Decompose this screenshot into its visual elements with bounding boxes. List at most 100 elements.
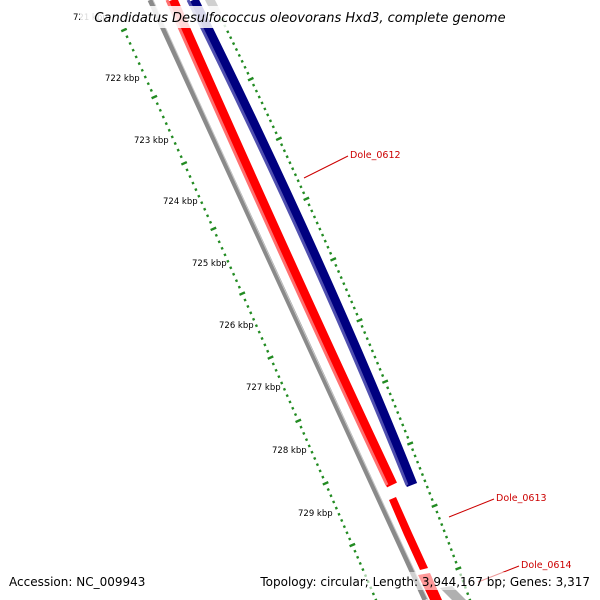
outer-ring-tick <box>318 227 322 231</box>
inner-ring-tick <box>149 88 153 92</box>
outer-ring-tick <box>425 485 429 489</box>
inner-ring-tick <box>185 168 189 172</box>
inner-ring-tick <box>349 542 356 548</box>
inner-ring-tick <box>307 444 311 448</box>
outer-ring-tick <box>381 379 389 384</box>
inner-ring-tick <box>125 35 129 39</box>
inner-ring-tick <box>295 418 302 424</box>
inner-ring-tick <box>371 592 375 596</box>
gene-dole-0612-feature <box>188 0 418 488</box>
inner-ring-tick <box>358 561 362 566</box>
outer-ring-tick <box>234 47 239 52</box>
outer-ring-tick <box>310 209 314 213</box>
tick-label-722: 722 kbp <box>105 74 140 84</box>
outer-ring-tick <box>396 410 400 415</box>
outer-ring-tick <box>418 466 422 470</box>
inner-ring-tick <box>194 188 198 192</box>
inner-ring-tick <box>203 207 207 211</box>
tick-label-729: 729 kbp <box>298 509 333 519</box>
outer-ring-tick <box>291 167 295 171</box>
inner-ring-tick <box>170 135 174 139</box>
inner-ring-tick <box>334 506 338 510</box>
inner-ring-tick <box>158 108 162 112</box>
outer-ring-tick <box>381 373 385 378</box>
inner-ring-tick <box>146 82 150 86</box>
inner-ring-tick <box>220 246 224 250</box>
outer-ring-tick <box>296 179 300 183</box>
inner-ring-tick <box>217 240 221 244</box>
inner-ring-tick <box>321 475 325 479</box>
outer-ring-tick <box>274 131 278 135</box>
inner-tick-ring <box>120 27 378 600</box>
outer-ring-tick <box>466 592 470 596</box>
outer-ring-tick <box>247 76 254 82</box>
inner-ring-tick <box>277 375 281 379</box>
outer-ring-tick <box>355 312 359 316</box>
tick-label-723: 723 kbp <box>134 136 169 146</box>
inner-ring-tick <box>120 27 128 33</box>
genome-backbone <box>147 0 428 600</box>
outer-ring-tick <box>288 161 292 165</box>
footer-accession-background <box>6 572 150 590</box>
title-background <box>80 6 520 28</box>
inner-ring-tick <box>208 220 213 224</box>
inner-ring-tick <box>322 481 329 486</box>
outer-ring-tick <box>437 516 441 520</box>
inner-ring-tick <box>271 362 275 366</box>
outer-ring-tick <box>378 367 382 371</box>
outer-ring-tick <box>356 318 363 323</box>
inner-ring-tick <box>326 487 330 492</box>
inner-ring-tick <box>348 537 352 541</box>
inner-ring-tick <box>260 336 264 341</box>
tick-label-728: 728 kbp <box>272 446 307 456</box>
outer-ring-tick <box>430 497 434 502</box>
gene-dole-0614-feature <box>389 497 428 570</box>
outer-ring-tick <box>393 404 397 408</box>
outer-ring-tick <box>251 83 256 87</box>
outer-ring-tick <box>347 294 351 298</box>
inner-ring-tick <box>251 317 256 321</box>
inner-ring-tick <box>285 394 289 398</box>
footer-summary-background <box>258 572 594 590</box>
inner-ring-tick <box>229 266 233 270</box>
outer-ring-tick <box>315 221 319 225</box>
outer-ring-tick <box>344 288 349 292</box>
outer-ring-tick <box>370 349 374 353</box>
outer-ring-tick <box>266 113 270 117</box>
outer-ring-tick <box>428 491 432 495</box>
map-title: Candidatus Desulfococcus oleovorans Hxd3… <box>94 11 505 26</box>
outer-ring-tick <box>268 119 273 123</box>
tick-label-724: 724 kbp <box>163 197 198 207</box>
inner-ring-tick <box>137 62 141 66</box>
tick-label-726: 726 kbp <box>219 321 254 331</box>
tick-label-725: 725 kbp <box>192 259 227 269</box>
inner-ring-tick <box>340 518 344 523</box>
inner-ring-tick <box>223 253 227 257</box>
outer-ring-tick <box>391 398 395 402</box>
outer-ring-tick <box>282 149 287 153</box>
outer-ring-tick <box>352 306 356 310</box>
gene-label-dole-0613[interactable]: Dole_0613 <box>496 493 547 504</box>
outer-ring-tick <box>406 441 414 446</box>
inner-ring-tick <box>263 343 267 347</box>
gene-dole-0613-feature-shade <box>165 0 389 486</box>
outer-ring-tick <box>403 429 407 433</box>
outer-ring-tick <box>368 343 372 347</box>
gene-label-dole-0614[interactable]: Dole_0614 <box>521 560 572 571</box>
outer-ring-tick <box>260 101 264 105</box>
outer-ring-tick <box>388 392 392 396</box>
outer-ring-tick <box>449 548 453 552</box>
inner-ring-tick <box>214 233 218 237</box>
outer-ring-tick <box>334 263 338 267</box>
genome-backbone-highlight <box>152 0 429 600</box>
inner-ring-tick <box>210 226 217 232</box>
gene-label-dole-0612[interactable]: Dole_0612 <box>350 150 401 161</box>
outer-ring-tick <box>231 42 236 46</box>
inner-ring-tick <box>304 438 309 442</box>
outer-ring-tick <box>312 215 317 219</box>
inner-ring-tick <box>188 174 192 179</box>
inner-ring-tick <box>176 148 180 152</box>
footer-summary: Topology: circular; Length: 3,944,167 bp… <box>259 575 590 589</box>
outer-ring-tick <box>307 203 311 207</box>
